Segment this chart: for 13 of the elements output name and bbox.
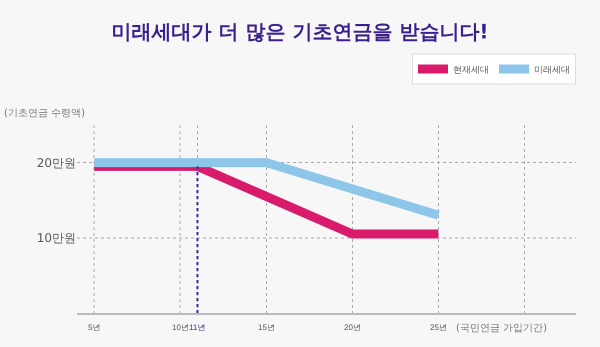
legend-label: 현재세대 — [453, 66, 489, 76]
x-tick-label: 25년 — [430, 323, 447, 332]
y-tick-label: 10만원 — [36, 231, 76, 245]
x-axis-title: (국민연금 가입기간) — [456, 323, 548, 334]
x-tick-label: 11년 — [189, 323, 206, 332]
legend-label: 미래세대 — [534, 66, 570, 76]
chart-title: 미래세대가 더 많은 기초연금을 받습니다! — [112, 19, 488, 44]
x-tick-label: 20년 — [344, 323, 361, 332]
x-tick-label: 10년 — [172, 323, 189, 332]
y-axis-title: (기초연금 수령액) — [4, 108, 86, 119]
y-tick-label: 20만원 — [36, 156, 76, 170]
x-tick-label: 15년 — [258, 323, 275, 332]
x-tick-label: 5년 — [88, 323, 100, 332]
